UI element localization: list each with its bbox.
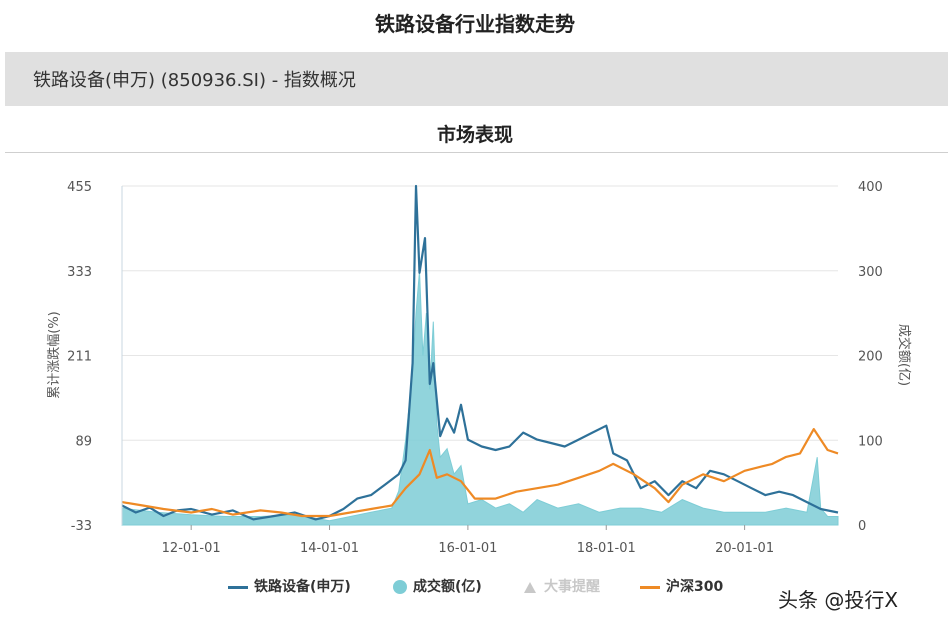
legend-dot-icon [393,580,407,594]
x-tick-label: 16-01-01 [438,541,497,556]
legend-label: 成交额(亿) [413,579,482,595]
grid-lines [122,185,838,526]
page-title: 铁路设备行业指数走势 [375,12,575,36]
legend-label: 大事提醒 [544,579,600,595]
legend-item-index[interactable]: 铁路设备(申万) [228,576,351,596]
y-axis-left-label: 累计涨跌幅(%) [46,311,62,399]
y-left-tick-label: -33 [71,519,92,534]
y-axis-right-label: 成交额(亿) [896,324,912,386]
section-divider [5,152,948,153]
legend-label: 铁路设备(申万) [254,579,351,595]
y-left-tick-label: 211 [67,350,92,365]
chart-legend: 铁路设备(申万) 成交额(亿) 大事提醒 沪深300 [0,576,950,600]
y-left-tick-label: 455 [67,180,92,195]
y-right-tick-label: 100 [858,434,883,449]
x-tick-label: 18-01-01 [577,541,636,556]
y-right-tick-label: 0 [858,519,866,534]
section-title: 市场表现 [436,124,513,146]
y-right-tick-label: 300 [858,265,883,280]
line-series [121,184,839,521]
volume-series [121,270,839,526]
legend-label: 沪深300 [666,579,724,595]
y-left-tick-label: 89 [75,434,92,449]
axes: -33 0 89 100 211 200 333 300 455 400 12-01-01 14-01… [67,180,883,556]
hs300-line [121,428,839,518]
watermark: 头条 @投行X [778,588,899,612]
y-left-tick-label: 333 [67,265,92,280]
triangle-icon [524,581,536,593]
index-info-bar: 铁路设备(申万) (850936.SI) - 指数概况 [5,52,948,106]
legend-line-icon [640,585,660,589]
legend-item-hs300[interactable]: 沪深300 [640,576,723,596]
legend-item-volume[interactable]: 成交额(亿) [393,576,482,596]
market-performance-chart: -33 0 89 100 211 200 333 300 455 400 12-01-01 14-01… [46,180,912,556]
legend-line-icon [228,585,248,589]
x-tick-label: 14-01-01 [300,541,359,556]
x-tick-label: 20-01-01 [715,541,774,556]
y-right-tick-label: 400 [858,180,883,195]
index-info-text: 铁路设备(申万) (850936.SI) - 指数概况 [33,70,356,91]
legend-item-events[interactable]: 大事提醒 [524,576,600,596]
x-tick-label: 12-01-01 [162,541,221,556]
index-line [121,184,839,521]
volume-area [121,270,839,526]
y-right-tick-label: 200 [858,350,883,365]
